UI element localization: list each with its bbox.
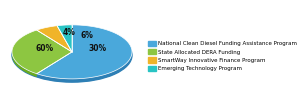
Polygon shape <box>37 25 132 79</box>
Polygon shape <box>57 25 72 52</box>
Polygon shape <box>37 53 132 82</box>
Text: 6%: 6% <box>81 31 93 40</box>
Text: 4%: 4% <box>63 28 75 37</box>
Text: 30%: 30% <box>88 44 106 53</box>
Ellipse shape <box>12 28 132 82</box>
Polygon shape <box>37 26 72 52</box>
Polygon shape <box>12 30 72 74</box>
Legend: National Clean Diesel Funding Assistance Program, State Allocated DERA Funding, : National Clean Diesel Funding Assistance… <box>147 40 298 72</box>
Polygon shape <box>12 52 37 77</box>
Text: 60%: 60% <box>36 44 54 53</box>
